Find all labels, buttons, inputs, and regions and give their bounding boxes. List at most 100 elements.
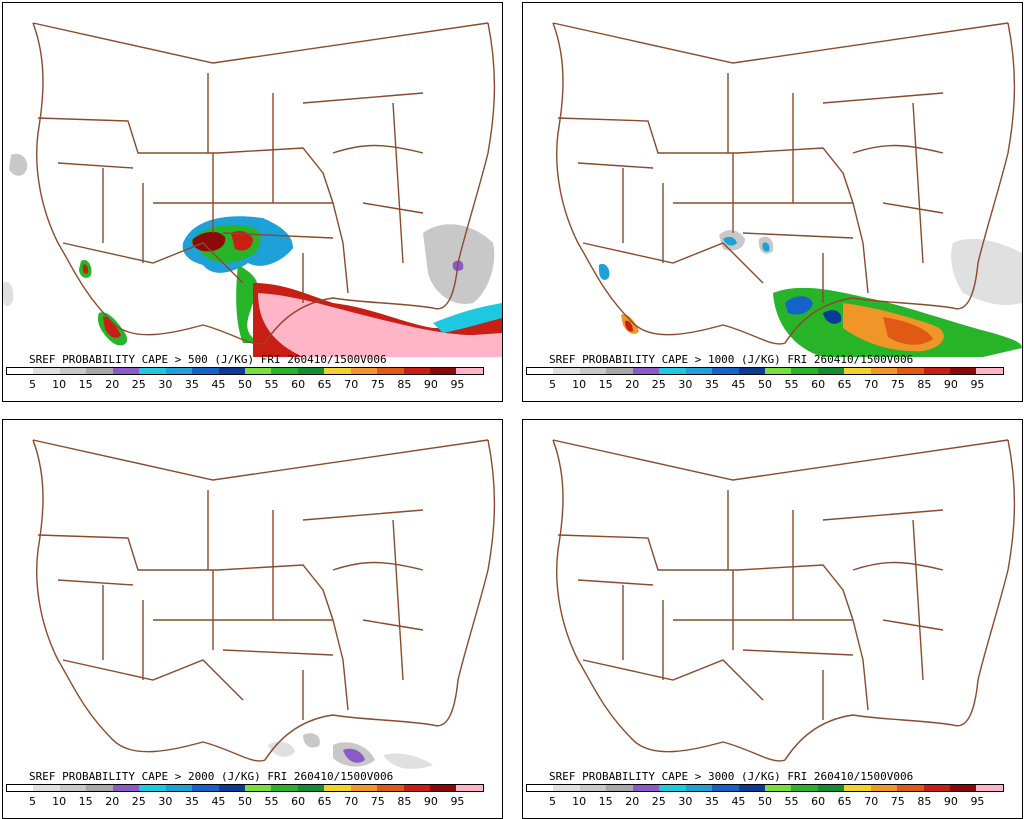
tick-label: 95 — [450, 795, 465, 808]
tick-label: 85 — [917, 795, 932, 808]
color-swatch — [297, 785, 325, 791]
color-swatch — [553, 368, 580, 374]
probability-shading — [3, 153, 502, 357]
color-swatch — [897, 785, 924, 791]
tick-label: 65 — [837, 795, 852, 808]
tick-label: 15 — [78, 378, 93, 391]
tick-label: 75 — [890, 795, 905, 808]
tick-label: 70 — [344, 378, 359, 391]
color-swatch — [377, 785, 404, 791]
tick-label: 60 — [291, 378, 306, 391]
probability-color-bar — [6, 784, 484, 792]
color-swatch — [606, 368, 633, 374]
color-swatch — [527, 785, 554, 791]
color-swatch — [659, 368, 686, 374]
color-swatch — [139, 368, 166, 374]
color-swatch — [976, 785, 1003, 791]
tick-label: 20 — [105, 795, 120, 808]
tick-label: 50 — [758, 795, 772, 808]
color-swatch — [817, 785, 845, 791]
color-swatch — [685, 785, 713, 791]
color-swatch — [844, 785, 871, 791]
color-swatch — [218, 368, 245, 374]
tick-label: 35 — [184, 378, 199, 391]
cape-500-panel: SREF PROBABILITY CAPE > 500 (J/KG) FRI 2… — [2, 2, 503, 402]
tick-label: 55 — [784, 795, 799, 808]
color-swatch — [870, 785, 898, 791]
color-swatch — [950, 368, 977, 374]
color-swatch — [350, 368, 378, 374]
color-swatch — [579, 785, 607, 791]
color-swatch — [112, 368, 140, 374]
tick-label: 20 — [625, 378, 640, 391]
color-swatch — [791, 368, 818, 374]
tick-label: 50 — [238, 378, 252, 391]
color-swatch — [403, 785, 430, 791]
tick-label: 10 — [572, 795, 587, 808]
tick-label: 70 — [864, 378, 879, 391]
color-swatch — [923, 785, 950, 791]
color-swatch — [297, 368, 325, 374]
color-swatch — [976, 368, 1003, 374]
color-swatch — [844, 368, 871, 374]
tick-label: 55 — [264, 795, 279, 808]
tick-label: 25 — [131, 795, 146, 808]
tick-label: 30 — [678, 795, 693, 808]
color-swatch — [165, 368, 193, 374]
tick-label: 10 — [52, 795, 67, 808]
probability-color-bar — [526, 784, 1004, 792]
probability-tick-labels: 5 10 15 20 25 30 35 45 50 55 60 65 70 75 85 90 95 — [6, 795, 484, 809]
tick-label: 90 — [943, 378, 958, 391]
tick-label: 65 — [317, 795, 332, 808]
color-swatch — [632, 785, 660, 791]
tick-label: 90 — [943, 795, 958, 808]
tick-label: 30 — [158, 378, 173, 391]
color-swatch — [271, 785, 298, 791]
tick-label: 20 — [105, 378, 120, 391]
state-boundaries — [552, 439, 1016, 762]
tick-label: 85 — [397, 795, 412, 808]
color-swatch — [632, 368, 660, 374]
map-cape-2000 — [32, 439, 496, 769]
tick-label: 85 — [917, 378, 932, 391]
tick-label: 75 — [370, 795, 385, 808]
tick-label: 45 — [211, 795, 226, 808]
color-swatch — [7, 785, 34, 791]
cape-3000-panel: SREF PROBABILITY CAPE > 3000 (J/KG) FRI … — [522, 419, 1023, 819]
tick-label: 70 — [864, 795, 879, 808]
color-swatch — [139, 785, 166, 791]
color-swatch — [244, 368, 272, 374]
color-swatch — [244, 785, 272, 791]
color-swatch — [791, 785, 818, 791]
state-boundaries — [32, 439, 496, 762]
color-swatch — [271, 368, 298, 374]
probability-tick-labels: 5 10 15 20 25 30 35 45 50 55 60 65 70 75 85 90 95 — [526, 795, 1004, 809]
tick-label: 45 — [731, 378, 746, 391]
tick-label: 35 — [704, 795, 719, 808]
tick-label: 30 — [158, 795, 173, 808]
tick-label: 60 — [811, 378, 826, 391]
color-swatch — [456, 785, 483, 791]
map-cape-1000 — [552, 22, 1022, 357]
tick-label: 65 — [837, 378, 852, 391]
color-swatch — [324, 368, 351, 374]
panel-caption: SREF PROBABILITY CAPE > 2000 (J/KG) FRI … — [29, 770, 394, 783]
tick-label: 15 — [598, 378, 613, 391]
tick-label: 60 — [291, 795, 306, 808]
tick-label: 50 — [238, 795, 252, 808]
probability-shading — [599, 230, 1022, 357]
tick-label: 65 — [317, 378, 332, 391]
color-swatch — [324, 785, 351, 791]
probability-shading — [268, 733, 433, 769]
tick-label: 25 — [651, 378, 666, 391]
tick-label: 20 — [625, 795, 640, 808]
color-swatch — [377, 368, 404, 374]
panel-caption: SREF PROBABILITY CAPE > 500 (J/KG) FRI 2… — [29, 353, 387, 366]
probability-tick-labels: 5 10 15 20 25 30 35 45 50 55 60 65 70 75 85 90 95 — [6, 378, 484, 392]
tick-label: 55 — [784, 378, 799, 391]
color-swatch — [165, 785, 193, 791]
tick-label: 75 — [370, 378, 385, 391]
tick-label: 25 — [131, 378, 146, 391]
tick-label: 55 — [264, 378, 279, 391]
color-swatch — [923, 368, 950, 374]
